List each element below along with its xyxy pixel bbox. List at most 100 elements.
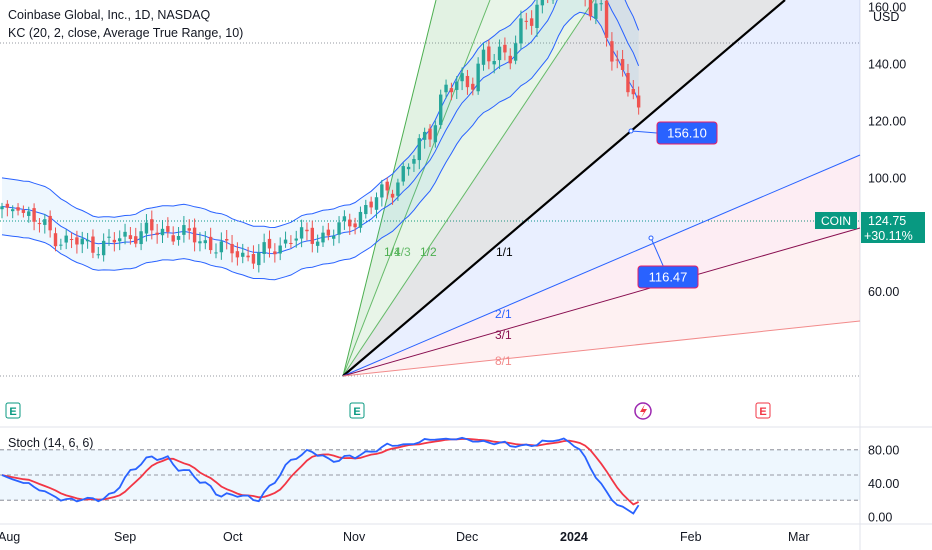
candle-body [59,244,63,246]
candle-body [160,228,165,236]
candle-body [594,3,598,19]
kc-lower [1,11,640,281]
candle-body [433,125,438,143]
candle-body [96,254,100,256]
fan-line-3-1 [342,227,861,377]
candle-body [610,41,614,62]
candle-body [599,3,603,5]
stoch-k-line [1,436,640,515]
fan-line-1-2 [342,0,595,377]
candle-body [636,95,641,108]
candle-body [187,228,191,231]
candlestick-series [0,0,641,273]
candle-body [27,211,31,216]
fan-line-1-4 [342,0,437,377]
candle-body [615,59,619,61]
overlay-layer: 156.10 116.47 E E E [5,121,771,420]
candle-body [310,227,314,244]
earnings-marker-feb-label: E [759,406,766,418]
candle-body [150,219,154,231]
symbol-tag [815,212,857,229]
candle-body [412,158,416,164]
kc-middle [1,0,640,255]
fan-label-5: 2/1 [495,307,512,321]
candle-body [406,166,411,170]
candle-body [540,0,545,6]
candle-body [321,232,325,243]
candle-body [449,88,454,93]
speed-resistance-fan[interactable]: 1/41/3 1/2 1/1 2/1 3/1 8/1 [342,0,861,377]
candle-body [91,236,95,253]
candle-body [107,236,111,238]
callout-upper-anchor [628,128,634,134]
candle-body [0,206,4,210]
candle-body [235,251,240,258]
candle-body [519,18,523,44]
fan-line-1-3 [342,0,491,377]
candle-body [37,223,42,225]
candle-body [369,201,373,208]
candle-body [476,63,480,92]
candle-body [85,239,90,242]
candle-body [230,243,234,254]
candle-body [497,46,502,61]
lightning-icon [640,404,647,418]
stochastic-pane: Stoch (14, 6, 6) [0,436,860,515]
candle-body [294,238,298,241]
indicator-legend: KC (20, 2, close, Average True Range, 10… [8,26,244,40]
candle-body [332,236,336,239]
last-price-value: 124.75 [868,214,906,228]
candle-body [32,208,36,222]
candle-body [267,238,272,249]
candle-body [225,239,229,241]
candle-body [176,235,181,240]
candle-body [396,182,400,196]
candle-body [465,75,470,88]
time-tick: Nov [343,530,366,544]
currency-label: USD [873,10,899,24]
candle-body [315,241,320,246]
price-tick: 100.00 [868,171,906,185]
callout-upper-leader [630,130,658,134]
fan-label-2: 1/3 [394,245,411,259]
candle-body [21,209,26,213]
candle-body [101,240,106,256]
candle-body [241,252,245,257]
candle-body [358,211,363,228]
candle-body [513,43,518,61]
stoch-label: Stoch (14, 6, 6) [8,436,93,450]
candle-body [337,222,341,235]
candle-body [128,235,133,239]
earnings-marker-aug-box [5,402,21,419]
candle-body [171,235,175,242]
fan-label-3: 1/2 [420,245,437,259]
chart-title: Coinbase Global, Inc., 1D, NASDAQ [8,8,211,22]
candle-body [417,138,421,161]
earnings-marker-nov-label: E [353,406,360,418]
price-tick: 120.00 [868,115,906,129]
time-tick: Feb [680,530,702,544]
price-tick: 60.00 [868,285,899,299]
candle-body [342,216,347,221]
last-price-change: +30.11% [864,229,913,243]
candle-body [299,227,304,239]
candle-body [203,240,207,244]
candle-body [214,252,218,254]
candle-body [626,72,630,93]
candle-body [64,235,68,243]
candle-body [11,209,15,212]
candle-body [134,236,138,244]
stoch-tick: 80.00 [868,443,899,457]
fan-line-8-1 [342,320,861,377]
fan-line-2-1 [342,154,861,377]
candle-body [43,219,47,225]
time-tick: Dec [456,530,478,544]
candle-body [364,205,368,215]
candle-body [155,232,159,235]
candle-body [492,60,496,65]
candle-body [5,203,10,208]
time-tick: Aug [0,530,20,544]
